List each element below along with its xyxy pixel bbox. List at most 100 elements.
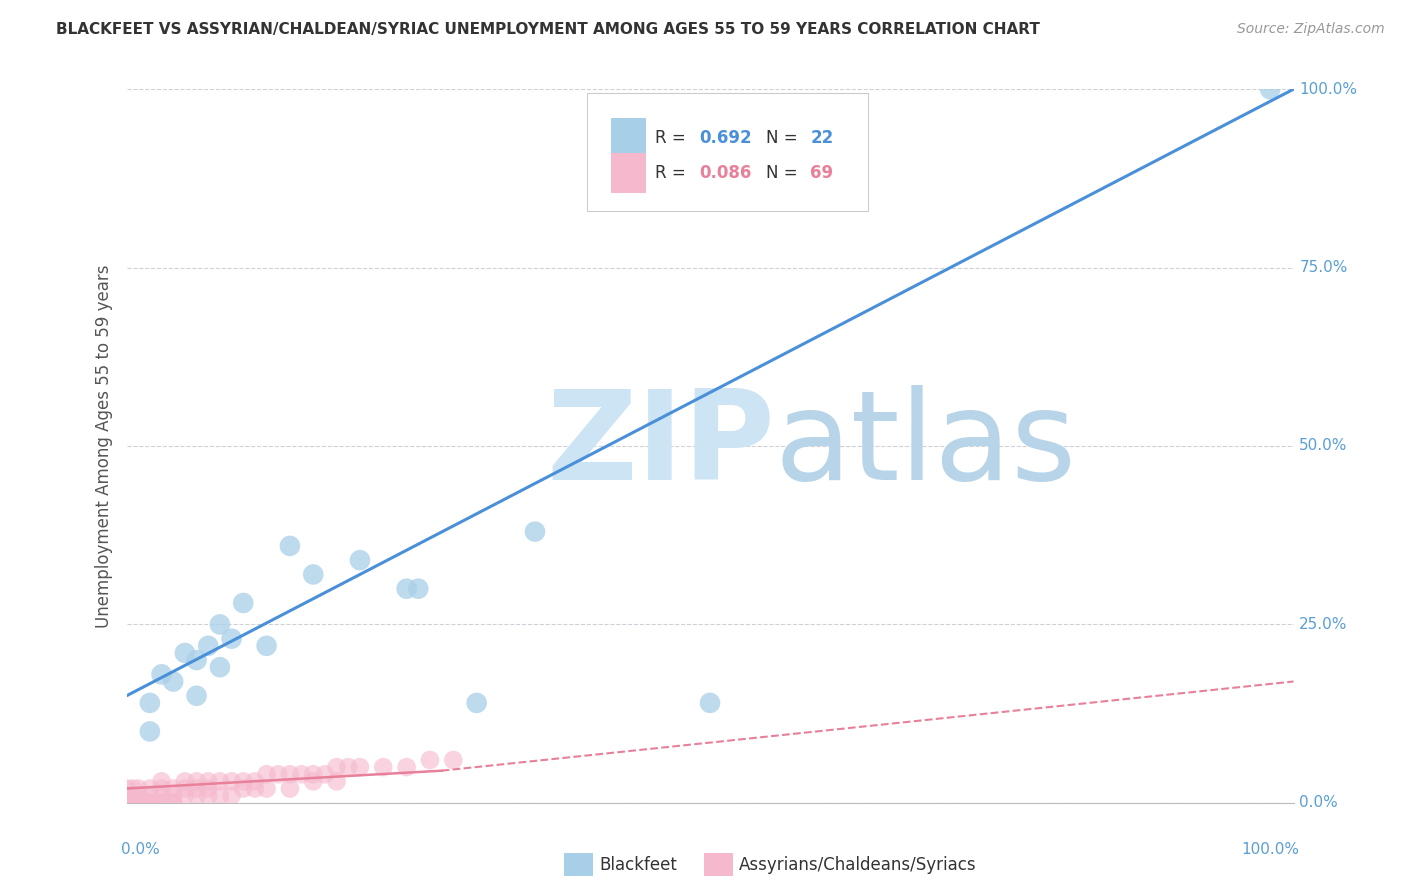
Text: 100.0%: 100.0%: [1241, 842, 1299, 857]
Point: [325, 760, 347, 774]
Text: Source: ZipAtlas.com: Source: ZipAtlas.com: [1237, 22, 1385, 37]
Point: [302, 774, 325, 789]
Text: 22: 22: [810, 128, 834, 146]
Point: [174, 789, 197, 803]
Point: [162, 789, 184, 803]
Text: 0.086: 0.086: [700, 164, 752, 182]
Text: BLACKFEET VS ASSYRIAN/CHALDEAN/SYRIAC UNEMPLOYMENT AMONG AGES 55 TO 59 YEARS COR: BLACKFEET VS ASSYRIAN/CHALDEAN/SYRIAC UN…: [56, 22, 1040, 37]
Point: [373, 760, 395, 774]
Point: [162, 781, 184, 796]
Point: [197, 639, 219, 653]
Point: [221, 632, 243, 646]
Point: [127, 796, 149, 810]
Point: [208, 617, 231, 632]
Point: [121, 781, 143, 796]
Text: 0.0%: 0.0%: [1299, 796, 1339, 810]
Point: [121, 796, 143, 810]
Text: N =: N =: [766, 128, 803, 146]
Point: [139, 796, 162, 810]
Point: [121, 789, 143, 803]
Text: Assyrians/Chaldeans/Syriacs: Assyrians/Chaldeans/Syriacs: [740, 856, 977, 874]
Point: [232, 781, 254, 796]
Point: [174, 646, 197, 660]
Point: [121, 796, 143, 810]
Point: [221, 774, 243, 789]
Point: [419, 753, 441, 767]
Text: ZIP: ZIP: [547, 385, 775, 507]
Text: 100.0%: 100.0%: [1299, 82, 1357, 96]
Point: [290, 767, 312, 781]
Point: [208, 789, 231, 803]
Point: [267, 767, 290, 781]
Point: [127, 796, 149, 810]
Point: [232, 596, 254, 610]
Point: [127, 796, 149, 810]
Point: [139, 781, 162, 796]
Point: [127, 789, 149, 803]
FancyBboxPatch shape: [610, 153, 645, 193]
Y-axis label: Unemployment Among Ages 55 to 59 years: Unemployment Among Ages 55 to 59 years: [94, 264, 112, 628]
Point: [256, 767, 278, 781]
Point: [256, 781, 278, 796]
Point: [302, 767, 325, 781]
Point: [139, 789, 162, 803]
Text: atlas: atlas: [775, 385, 1077, 507]
Point: [349, 553, 371, 567]
FancyBboxPatch shape: [564, 854, 593, 876]
Point: [150, 774, 173, 789]
Point: [441, 753, 464, 767]
Text: 69: 69: [810, 164, 834, 182]
Point: [232, 774, 254, 789]
Point: [256, 639, 278, 653]
Point: [150, 667, 173, 681]
Point: [139, 696, 162, 710]
Point: [150, 796, 173, 810]
Point: [150, 796, 173, 810]
Text: R =: R =: [655, 164, 692, 182]
Point: [314, 767, 336, 781]
Point: [162, 674, 184, 689]
Point: [208, 774, 231, 789]
Point: [139, 724, 162, 739]
Point: [278, 781, 301, 796]
Point: [408, 582, 430, 596]
Point: [197, 789, 219, 803]
Point: [243, 774, 266, 789]
Point: [115, 796, 138, 810]
Text: 25.0%: 25.0%: [1299, 617, 1348, 632]
Point: [523, 524, 546, 539]
Text: 0.0%: 0.0%: [121, 842, 159, 857]
Point: [115, 796, 138, 810]
Point: [325, 774, 347, 789]
Point: [162, 796, 184, 810]
Point: [699, 696, 721, 710]
Point: [208, 660, 231, 674]
Point: [395, 582, 418, 596]
Point: [1258, 82, 1281, 96]
Text: 75.0%: 75.0%: [1299, 260, 1348, 275]
FancyBboxPatch shape: [610, 118, 645, 157]
Point: [115, 796, 138, 810]
Point: [186, 689, 208, 703]
Text: 0.692: 0.692: [700, 128, 752, 146]
Point: [174, 774, 197, 789]
Point: [278, 767, 301, 781]
Point: [337, 760, 360, 774]
Point: [139, 796, 162, 810]
Text: Blackfeet: Blackfeet: [599, 856, 678, 874]
Point: [302, 567, 325, 582]
Point: [174, 781, 197, 796]
Point: [349, 760, 371, 774]
Point: [243, 781, 266, 796]
Point: [150, 789, 173, 803]
Point: [197, 781, 219, 796]
Point: [197, 774, 219, 789]
Point: [465, 696, 488, 710]
Point: [162, 796, 184, 810]
Point: [186, 781, 208, 796]
Point: [127, 781, 149, 796]
Point: [139, 796, 162, 810]
Point: [115, 789, 138, 803]
Text: 50.0%: 50.0%: [1299, 439, 1348, 453]
Text: N =: N =: [766, 164, 803, 182]
